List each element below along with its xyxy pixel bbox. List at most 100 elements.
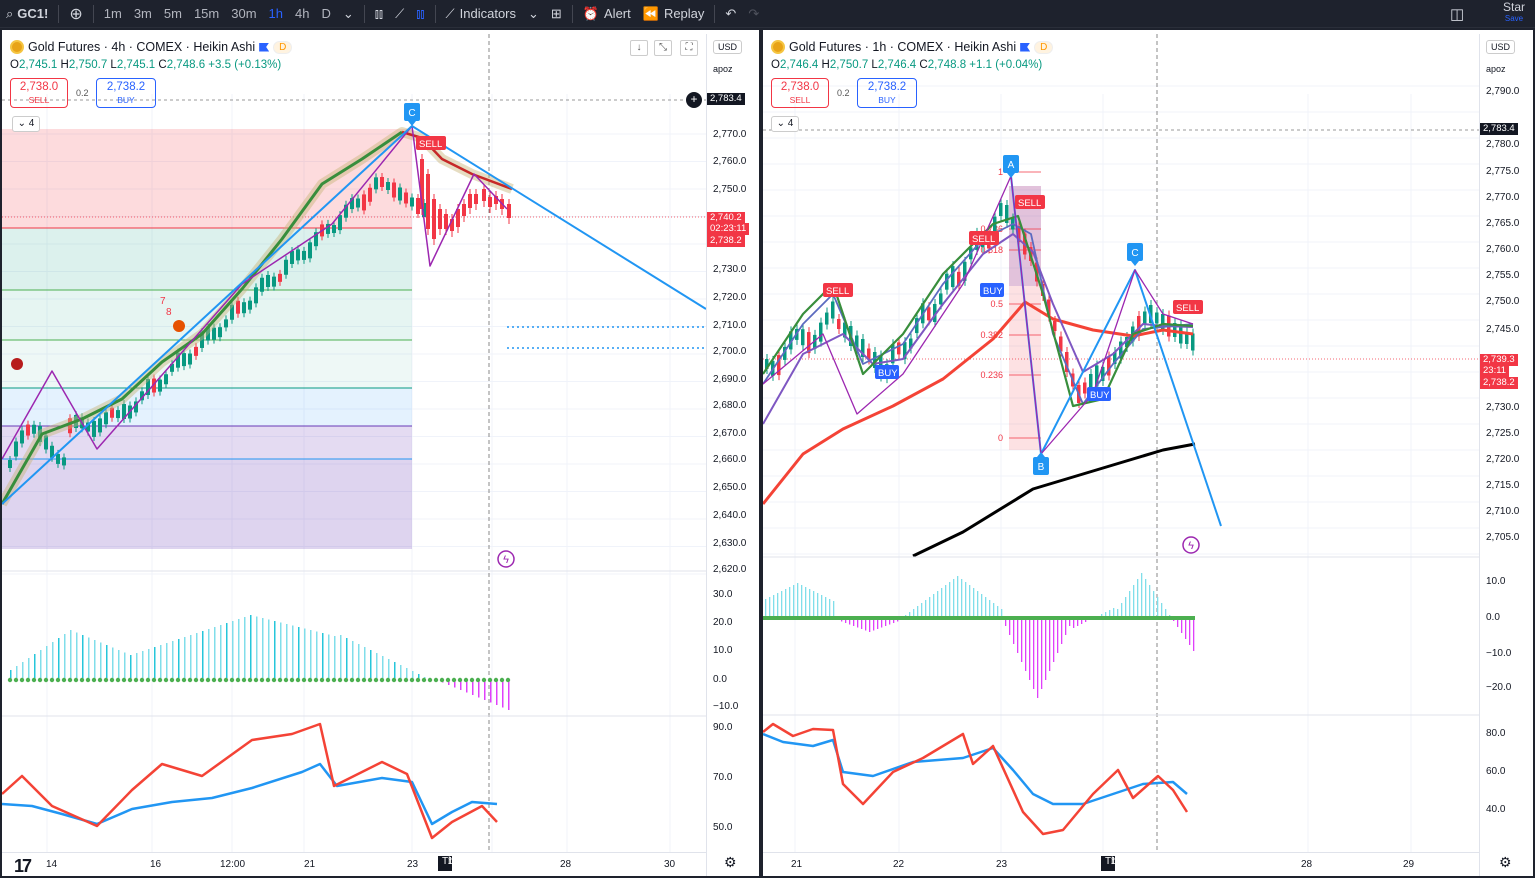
osc-bar: [316, 631, 318, 680]
open-value: 2,745.1: [18, 59, 58, 71]
right-settings-gear-icon[interactable]: ⚙: [1499, 854, 1512, 870]
osc-bar: [238, 619, 240, 680]
osc-bar: [172, 641, 174, 680]
separator: [58, 4, 60, 23]
indicators-label: Indicators: [459, 6, 517, 21]
osc-bar: [1041, 618, 1043, 689]
osc-bar: [76, 632, 78, 680]
candle-body: [1065, 352, 1069, 372]
chart-type-line[interactable]: ⟋: [389, 0, 410, 28]
undo-button[interactable]: ↶: [719, 0, 742, 28]
chart-type-heikin[interactable]: ⫾⫾: [410, 0, 430, 28]
candle-body: [344, 204, 348, 218]
left-chart-canvas[interactable]: C SELL 78 ϟ: [2, 34, 759, 878]
interval-3m[interactable]: 3m: [133, 6, 152, 21]
candle-body: [939, 293, 943, 305]
candle-body: [254, 287, 258, 304]
left-collapse-indicators[interactable]: ⌄ 4: [12, 116, 40, 132]
indicators-dropdown[interactable]: ⌄: [522, 0, 545, 28]
price-tick: 2,730.0: [713, 264, 747, 275]
left-buy-button[interactable]: 2,738.2 BUY: [96, 78, 156, 108]
scale-selector[interactable]: apoz: [1486, 64, 1506, 74]
replay-button[interactable]: ⏪ Replay: [637, 0, 711, 28]
data-status-badge[interactable]: D: [273, 40, 293, 54]
interval-5m[interactable]: 5m: [163, 6, 182, 21]
right-chart-canvas[interactable]: 1 0.786 0.618 0.5 0.382 0.236 0 A B C SELL SELL SELL…: [763, 34, 1533, 878]
left-countdown-label: 02:23:11: [707, 223, 750, 235]
interval-1m[interactable]: 1m: [103, 6, 122, 21]
left-add-plus-icon[interactable]: +: [686, 92, 702, 108]
left-arrow-down-icon[interactable]: ↓: [630, 40, 648, 56]
osc-bar: [1045, 618, 1047, 680]
buy-price: 2,738.2: [867, 81, 907, 93]
currency-selector[interactable]: USD: [1486, 40, 1516, 54]
price-tick: 2,650.0: [713, 482, 747, 493]
left-time-axis[interactable]: 14 16 12:00 21 23 28 30 Thu 24 Oct '24 1…: [2, 852, 706, 878]
osc-bar: [1137, 579, 1139, 618]
left-maximize-icon[interactable]: ⛶: [680, 40, 698, 56]
buy-signal-bg: [980, 283, 1004, 297]
candle-body: [44, 435, 48, 450]
interval-15m[interactable]: 15m: [193, 6, 220, 21]
tradingview-logo-icon[interactable]: 17: [14, 856, 32, 876]
left-price-axis[interactable]: USD apoz 2,770.0 2,760.0 2,750.0 2,730.0 2,7…: [706, 34, 759, 878]
wave-label-7: 7: [160, 296, 166, 307]
osc-zero-dot: [103, 677, 109, 683]
osc-bar: [58, 638, 60, 680]
osc-zero-dot: [205, 677, 211, 683]
price-tick: 2,630.0: [713, 538, 747, 549]
left-settings-gear-icon[interactable]: ⚙: [724, 854, 737, 870]
right-sell-button[interactable]: 2,738.0 SELL: [771, 78, 829, 108]
pane-divider[interactable]: [759, 28, 763, 878]
osc-zero-dot: [277, 677, 283, 683]
chevron-down-icon: ⌄: [528, 5, 539, 21]
right-collapse-indicators[interactable]: ⌄ 4: [771, 116, 799, 132]
pattern-label-c-bg: [1127, 243, 1143, 261]
left-restore-icon[interactable]: ⤡: [654, 40, 672, 56]
candle-body: [200, 331, 204, 348]
alert-button[interactable]: ⏰ Alert: [577, 0, 637, 28]
star-save-button[interactable]: Star Save: [1503, 1, 1525, 24]
scale-selector[interactable]: apoz: [713, 64, 733, 74]
symbol-search[interactable]: ⌕ GC1!: [0, 0, 54, 28]
left-sell-button[interactable]: 2,738.0 SELL: [10, 78, 68, 108]
right-buy-button[interactable]: 2,738.2 BUY: [857, 78, 917, 108]
candle-body: [398, 187, 402, 201]
left-chart-pane[interactable]: C SELL 7 8 ϟ Gold Futures · 4h · COMEX · Hei…: [2, 34, 759, 878]
indicators-button[interactable]: ⟋ Indicators: [440, 0, 522, 28]
interval-dropdown[interactable]: ⌄: [337, 0, 360, 28]
interval-1h[interactable]: 1h: [268, 6, 283, 21]
right-price-axis[interactable]: USD apoz 2,790.0 2,780.0 2,775.0 2,770.0 2,7…: [1479, 34, 1533, 878]
currency-selector[interactable]: USD: [713, 40, 743, 54]
heikin-ashi-icon: ⫾⫾: [416, 5, 425, 21]
osc-bar: [845, 618, 847, 623]
data-status-badge[interactable]: D: [1034, 40, 1054, 54]
buy-signal: BUY: [983, 286, 1003, 297]
candle-body: [104, 412, 108, 425]
osc-bar: [286, 624, 288, 680]
interval-4h[interactable]: 4h: [295, 6, 310, 21]
flag-icon[interactable]: [259, 42, 270, 52]
osc-bar: [925, 600, 927, 618]
compare-button[interactable]: ⊕: [63, 0, 88, 28]
interval-D[interactable]: D: [321, 6, 331, 21]
redo-button[interactable]: ↷: [742, 0, 765, 28]
panel-toggle-button[interactable]: ◫: [1444, 0, 1470, 28]
osc-zero-dot: [37, 677, 43, 683]
chart-type-candles[interactable]: ⫾⫾: [369, 0, 389, 28]
osc-bar: [765, 599, 767, 618]
sell-signal: SELL: [826, 286, 849, 297]
layouts-button[interactable]: ⊞: [545, 0, 568, 28]
interval-30m[interactable]: 30m: [231, 6, 257, 21]
right-time-axis[interactable]: 21 22 23 28 29 Thu 24 Oct '24 12:00: [763, 852, 1479, 878]
price-tick: 2,705.0: [1486, 532, 1520, 543]
osc-zero-dot: [223, 677, 229, 683]
osc-zero-dot: [445, 677, 451, 683]
right-chart-pane[interactable]: 1 0.786 0.618 0.5 0.382 0.236 0 A B C SELL SELL SELL…: [763, 34, 1533, 878]
osc-bar: [52, 642, 54, 680]
separator: [92, 4, 94, 23]
osc-bar: [869, 618, 871, 632]
osc-bar: [889, 618, 891, 625]
osc-bar: [124, 652, 126, 680]
flag-icon[interactable]: [1020, 42, 1031, 52]
